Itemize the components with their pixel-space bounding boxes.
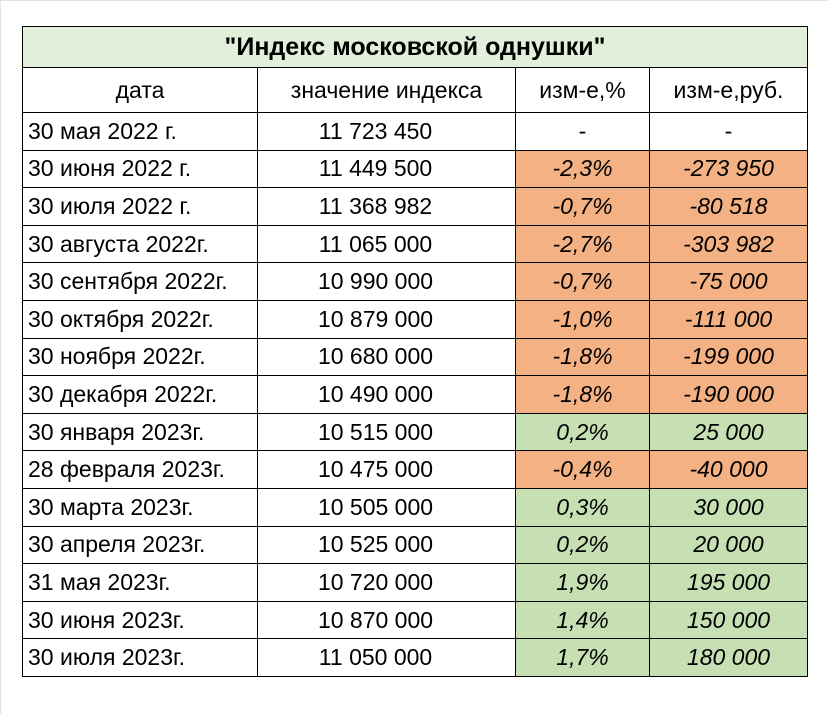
change-percent-cell[interactable]: 1,7% bbox=[515, 638, 650, 677]
change-percent-cell[interactable]: 0,2% bbox=[515, 525, 650, 565]
date-cell[interactable]: 30 июня 2023г. bbox=[22, 600, 258, 640]
header-change-rub[interactable]: изм-е,руб. bbox=[649, 67, 808, 113]
index-value-cell[interactable]: 10 490 000 bbox=[257, 375, 516, 414]
change-percent-cell[interactable]: -1,8% bbox=[515, 337, 650, 377]
date-cell[interactable]: 30 июня 2022 г. bbox=[22, 149, 258, 189]
change-rub-cell[interactable]: - bbox=[649, 112, 808, 151]
change-rub-cell[interactable]: 20 000 bbox=[649, 525, 808, 565]
change-rub-cell[interactable]: -111 000 bbox=[649, 299, 808, 339]
change-rub-cell[interactable]: -303 982 bbox=[649, 224, 808, 264]
table-row: 30 июня 2022 г. 11 449 500 -2,3% -273 950 bbox=[22, 149, 808, 189]
header-date[interactable]: дата bbox=[22, 67, 258, 113]
index-value-cell[interactable]: 11 368 982 bbox=[257, 187, 516, 226]
header-index-value[interactable]: значение индекса bbox=[257, 67, 516, 113]
index-value-cell[interactable]: 11 449 500 bbox=[257, 149, 516, 189]
change-percent-cell[interactable]: 1,9% bbox=[515, 563, 650, 602]
date-cell[interactable]: 30 января 2023г. bbox=[22, 412, 258, 452]
change-rub-cell[interactable]: -190 000 bbox=[649, 375, 808, 414]
index-value-cell[interactable]: 10 879 000 bbox=[257, 299, 516, 339]
header-row: дата значение индекса изм-е,% изм-е,руб. bbox=[22, 67, 808, 113]
date-cell[interactable]: 30 ноября 2022г. bbox=[22, 337, 258, 377]
table-row: 30 декабря 2022г. 10 490 000 -1,8% -190 000 bbox=[22, 375, 808, 414]
change-percent-cell[interactable]: 0,2% bbox=[515, 412, 650, 452]
change-rub-cell[interactable]: -273 950 bbox=[649, 149, 808, 189]
change-percent-cell[interactable]: -0,4% bbox=[515, 450, 650, 489]
date-cell[interactable]: 30 мая 2022 г. bbox=[22, 112, 258, 151]
date-cell[interactable]: 28 февраля 2023г. bbox=[22, 450, 258, 489]
change-percent-cell[interactable]: -0,7% bbox=[515, 187, 650, 226]
date-cell[interactable]: 30 сентября 2022г. bbox=[22, 262, 258, 301]
index-table-container: "Индекс московской однушки" дата значени… bbox=[22, 26, 808, 677]
change-percent-cell[interactable]: -2,7% bbox=[515, 224, 650, 264]
index-value-cell[interactable]: 11 065 000 bbox=[257, 224, 516, 264]
change-percent-cell[interactable]: - bbox=[515, 112, 650, 151]
date-cell[interactable]: 30 июля 2023г. bbox=[22, 638, 258, 677]
index-value-cell[interactable]: 11 723 450 bbox=[257, 112, 516, 151]
change-percent-cell[interactable]: -1,8% bbox=[515, 375, 650, 414]
table-row: 30 ноября 2022г. 10 680 000 -1,8% -199 000 bbox=[22, 337, 808, 377]
index-value-cell[interactable]: 10 475 000 bbox=[257, 450, 516, 489]
index-value-cell[interactable]: 10 515 000 bbox=[257, 412, 516, 452]
table-row: 30 апреля 2023г. 10 525 000 0,2% 20 000 bbox=[22, 525, 808, 565]
change-percent-cell[interactable]: -2,3% bbox=[515, 149, 650, 189]
index-value-cell[interactable]: 11 050 000 bbox=[257, 638, 516, 677]
table-row: 30 октября 2022г. 10 879 000 -1,0% -111 000 bbox=[22, 299, 808, 339]
change-rub-cell[interactable]: 180 000 bbox=[649, 638, 808, 677]
change-rub-cell[interactable]: 25 000 bbox=[649, 412, 808, 452]
table-row: 30 июня 2023г. 10 870 000 1,4% 150 000 bbox=[22, 600, 808, 640]
table-row: 31 мая 2023г. 10 720 000 1,9% 195 000 bbox=[22, 563, 808, 602]
table-row: 30 января 2023г. 10 515 000 0,2% 25 000 bbox=[22, 412, 808, 452]
index-value-cell[interactable]: 10 525 000 bbox=[257, 525, 516, 565]
table-row: 30 мая 2022 г. 11 723 450- - bbox=[22, 112, 808, 151]
table-row: 30 августа 2022г. 11 065 000 -2,7% -303 982 bbox=[22, 224, 808, 264]
index-value-cell[interactable]: 10 505 000 bbox=[257, 487, 516, 527]
table-row: 28 февраля 2023г. 10 475 000 -0,4% -40 000 bbox=[22, 450, 808, 489]
change-rub-cell[interactable]: -40 000 bbox=[649, 450, 808, 489]
header-change-percent[interactable]: изм-е,% bbox=[515, 67, 650, 113]
table-row: 30 марта 2023г. 10 505 000 0,3% 30 000 bbox=[22, 487, 808, 527]
table-title[interactable]: "Индекс московской однушки" bbox=[22, 26, 808, 68]
change-percent-cell[interactable]: -1,0% bbox=[515, 299, 650, 339]
date-cell[interactable]: 30 июля 2022 г. bbox=[22, 187, 258, 226]
date-cell[interactable]: 31 мая 2023г. bbox=[22, 563, 258, 602]
change-percent-cell[interactable]: -0,7% bbox=[515, 262, 650, 301]
change-rub-cell[interactable]: -199 000 bbox=[649, 337, 808, 377]
date-cell[interactable]: 30 марта 2023г. bbox=[22, 487, 258, 527]
index-value-cell[interactable]: 10 720 000 bbox=[257, 563, 516, 602]
change-rub-cell[interactable]: 150 000 bbox=[649, 600, 808, 640]
table-body: 30 мая 2022 г. 11 723 450- -30 июня 2022 г… bbox=[22, 112, 808, 677]
table-row: 30 сентября 2022г. 10 990 000 -0,7% -75 000 bbox=[22, 262, 808, 301]
table-row: 30 июля 2023г. 11 050 000 1,7% 180 000 bbox=[22, 638, 808, 677]
index-value-cell[interactable]: 10 870 000 bbox=[257, 600, 516, 640]
date-cell[interactable]: 30 апреля 2023г. bbox=[22, 525, 258, 565]
date-cell[interactable]: 30 августа 2022г. bbox=[22, 224, 258, 264]
date-cell[interactable]: 30 октября 2022г. bbox=[22, 299, 258, 339]
change-rub-cell[interactable]: -75 000 bbox=[649, 262, 808, 301]
index-table: "Индекс московской однушки" дата значени… bbox=[22, 26, 808, 677]
change-rub-cell[interactable]: 195 000 bbox=[649, 563, 808, 602]
change-rub-cell[interactable]: 30 000 bbox=[649, 487, 808, 527]
index-value-cell[interactable]: 10 680 000 bbox=[257, 337, 516, 377]
table-row: 30 июля 2022 г. 11 368 982 -0,7% -80 518 bbox=[22, 187, 808, 226]
change-percent-cell[interactable]: 1,4% bbox=[515, 600, 650, 640]
change-rub-cell[interactable]: -80 518 bbox=[649, 187, 808, 226]
index-value-cell[interactable]: 10 990 000 bbox=[257, 262, 516, 301]
title-row: "Индекс московской однушки" bbox=[22, 26, 808, 68]
change-percent-cell[interactable]: 0,3% bbox=[515, 487, 650, 527]
date-cell[interactable]: 30 декабря 2022г. bbox=[22, 375, 258, 414]
